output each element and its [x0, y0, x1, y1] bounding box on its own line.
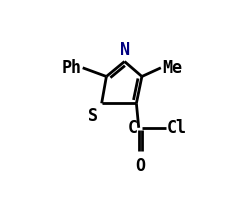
Text: Cl: Cl [167, 118, 187, 136]
Text: S: S [88, 106, 98, 124]
Text: Me: Me [162, 59, 182, 77]
Text: N: N [120, 40, 130, 58]
Text: C: C [128, 118, 138, 136]
Text: O: O [135, 156, 145, 174]
Text: Ph: Ph [61, 59, 81, 77]
